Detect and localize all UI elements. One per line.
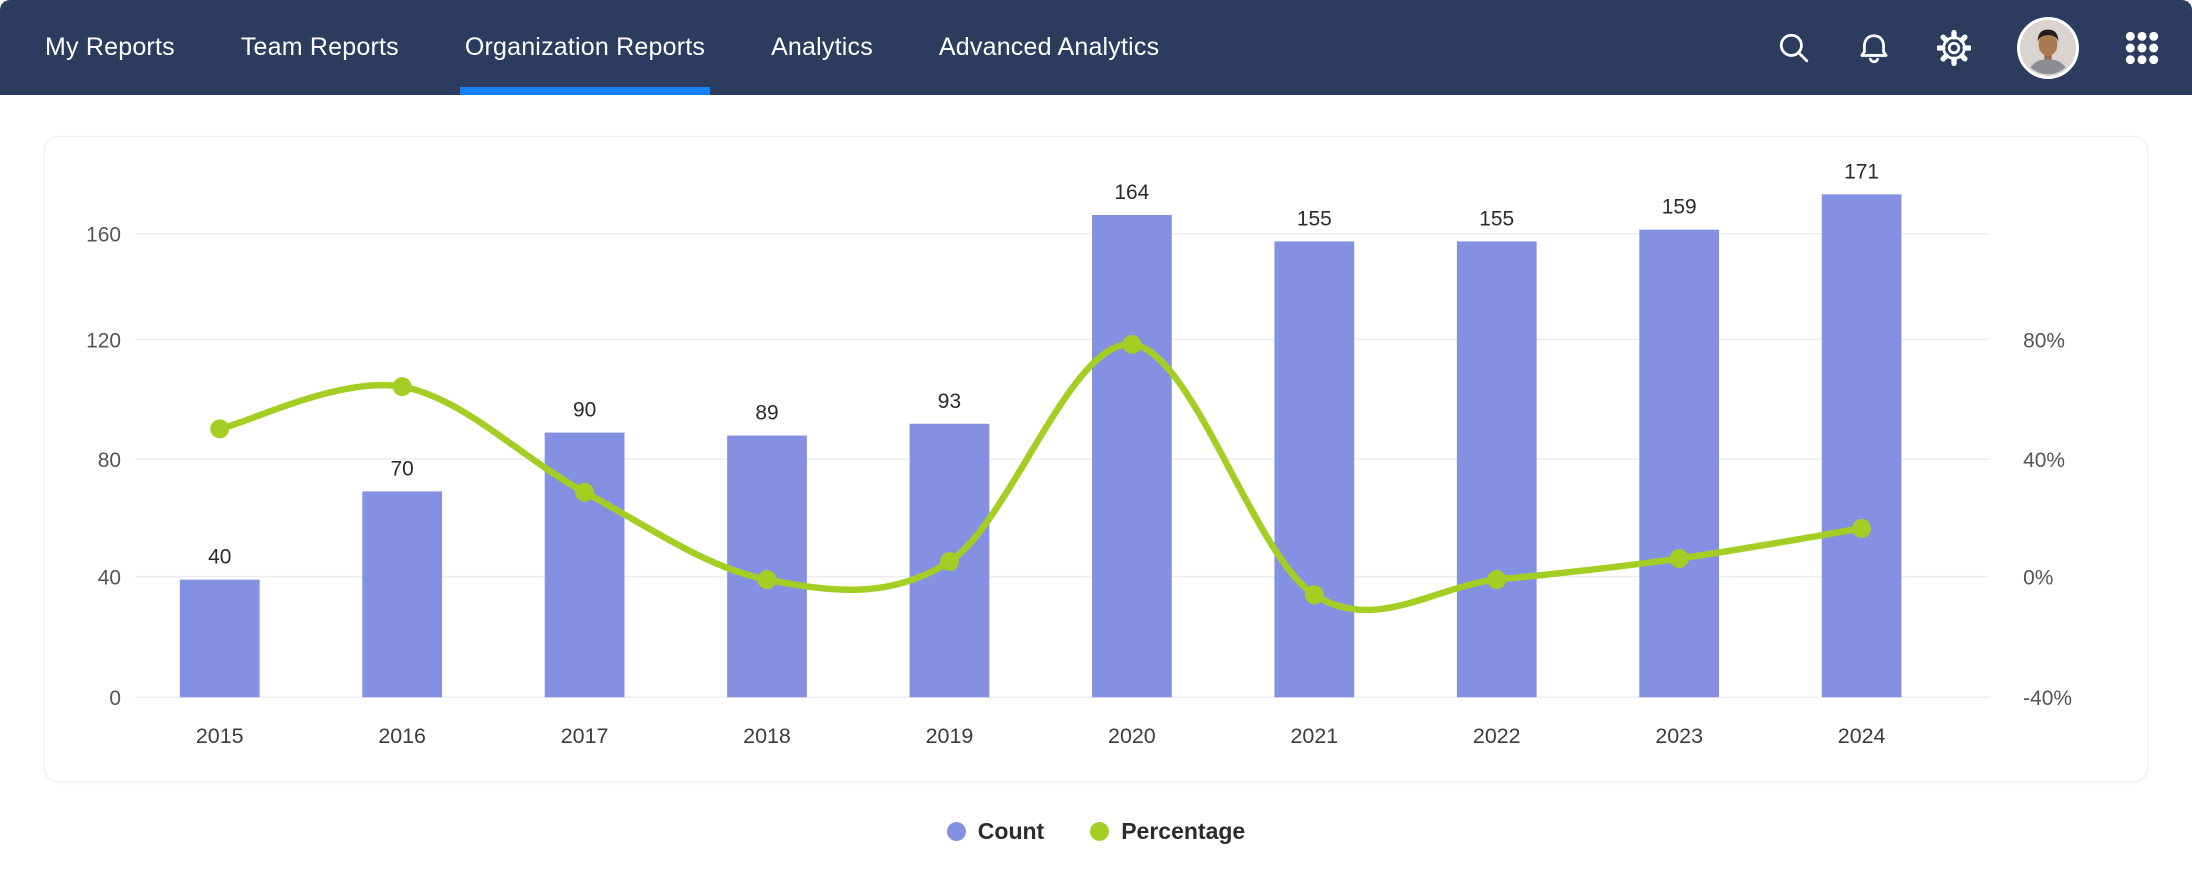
bar-2024[interactable]: [1821, 194, 1902, 698]
x-axis-label-2015: 2015: [196, 724, 244, 748]
bar-value-label: 40: [208, 546, 231, 569]
nav-tab-label: Team Reports: [240, 33, 399, 61]
search-icon[interactable]: [1777, 31, 1811, 65]
x-axis-label-2019: 2019: [926, 724, 974, 748]
line-point-2015[interactable]: [210, 419, 230, 439]
line-point-2019[interactable]: [939, 552, 959, 572]
bar-value-label: 90: [573, 399, 596, 422]
nav-actions: [1777, 16, 2159, 79]
line-point-2020[interactable]: [1122, 334, 1142, 354]
right-axis-tick-label: 80%: [2023, 329, 2065, 352]
bar-value-label: 171: [1844, 160, 1879, 183]
legend-label: Percentage: [1121, 818, 1246, 844]
bar-value-label: 155: [1479, 207, 1514, 230]
bar-2021[interactable]: [1274, 241, 1355, 698]
x-axis-label-2020: 2020: [1108, 724, 1156, 748]
legend-label: Count: [977, 818, 1045, 844]
right-axis-tick-label: 40%: [2023, 449, 2065, 472]
x-axis-label-2023: 2023: [1655, 724, 1703, 748]
nav-tabs: My Reports Team Reports Organization Rep…: [12, 0, 1192, 95]
line-point-2018[interactable]: [757, 570, 777, 590]
x-axis-label-2024: 2024: [1838, 724, 1886, 748]
chart-legend: Count Percentage: [0, 818, 2192, 845]
line-point-2021[interactable]: [1304, 585, 1324, 605]
bar-value-label: 164: [1114, 181, 1149, 204]
nav-tab-label: My Reports: [45, 33, 175, 61]
nav-tab-label: Analytics: [771, 33, 873, 61]
bar-2016[interactable]: [362, 491, 443, 698]
legend-item[interactable]: Percentage: [1090, 818, 1245, 845]
bar-2018[interactable]: [727, 435, 807, 698]
nav-tab-label: Organization Reports: [464, 33, 706, 61]
x-axis-label-2021: 2021: [1290, 724, 1338, 748]
bar-value-label: 89: [755, 402, 778, 425]
x-axis-label-2016: 2016: [378, 724, 426, 748]
apps-grid-icon[interactable]: [2125, 31, 2159, 65]
user-avatar[interactable]: [2017, 16, 2079, 79]
nav-tab-organization-reports[interactable]: Organization Reports: [459, 0, 711, 95]
line-point-2022[interactable]: [1487, 570, 1507, 590]
bar-value-label: 155: [1297, 207, 1332, 230]
nav-tab-my-reports[interactable]: My Reports: [45, 0, 175, 95]
bar-2020[interactable]: [1092, 214, 1172, 698]
x-axis-label-2018: 2018: [743, 724, 791, 748]
left-axis-tick-label: 120: [86, 329, 121, 352]
bar-2015[interactable]: [179, 579, 260, 698]
nav-tab-label: Advanced Analytics: [938, 33, 1160, 61]
percentage-line: [216, 341, 1865, 614]
left-axis-tick-label: 0: [109, 687, 121, 710]
nav-tab-team-reports[interactable]: Team Reports: [241, 0, 399, 95]
legend-item[interactable]: Count: [946, 818, 1045, 845]
bar-value-label: 159: [1662, 196, 1697, 219]
line-point-2016[interactable]: [392, 377, 412, 397]
left-axis-tick-label: 40: [98, 567, 121, 590]
chart-card: 0 40 80 120 160 80% 40% 0% -40% 40 2015 70 2016 90 201…: [44, 136, 2148, 782]
bar-value-label: 93: [938, 390, 961, 413]
bar-value-label: 70: [391, 457, 414, 480]
left-axis-tick-label: 160: [86, 224, 121, 247]
right-axis-tick-label: -40%: [2023, 687, 2072, 710]
count-legend-dot: [946, 822, 966, 841]
line-point-2023[interactable]: [1669, 549, 1689, 569]
line-point-2017[interactable]: [575, 482, 595, 502]
top-nav-bar: My Reports Team Reports Organization Rep…: [0, 0, 2192, 95]
bar-2023[interactable]: [1639, 229, 1720, 698]
avatar-portrait: [2027, 28, 2069, 74]
nav-tab-advanced-analytics[interactable]: Advanced Analytics: [939, 0, 1159, 95]
notifications-bell-icon[interactable]: [1857, 31, 1891, 65]
bar-2022[interactable]: [1456, 241, 1537, 698]
settings-gear-icon[interactable]: [1937, 29, 1971, 66]
combo-chart-svg: 0 40 80 120 160 80% 40% 0% -40% 40 2015 70 2016 90 201…: [86, 160, 2072, 748]
percentage-legend-dot: [1090, 822, 1110, 841]
left-axis-tick-label: 80: [98, 449, 121, 472]
x-axis-label-2017: 2017: [561, 724, 609, 748]
x-axis-label-2022: 2022: [1473, 724, 1521, 748]
nav-tab-analytics[interactable]: Analytics: [771, 0, 873, 95]
line-point-2024[interactable]: [1852, 518, 1872, 538]
right-axis-tick-label: 0%: [2023, 567, 2053, 590]
